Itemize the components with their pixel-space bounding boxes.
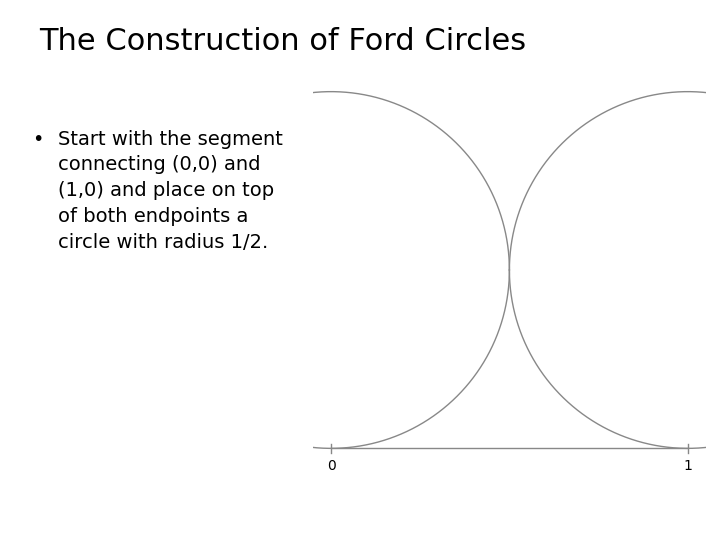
Text: The Construction of Ford Circles: The Construction of Ford Circles: [40, 27, 527, 56]
Text: •: •: [32, 130, 44, 148]
Text: Start with the segment
connecting (0,0) and
(1,0) and place on top
of both endpo: Start with the segment connecting (0,0) …: [58, 130, 282, 252]
Text: 1: 1: [683, 459, 692, 473]
Text: 0: 0: [327, 459, 336, 473]
